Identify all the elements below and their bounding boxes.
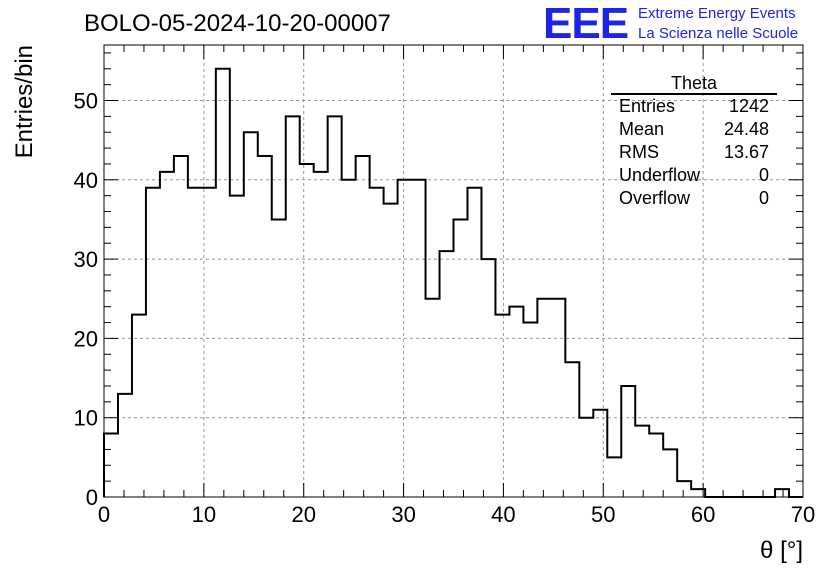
histogram-bin (454, 219, 468, 497)
histogram-bin (523, 323, 537, 497)
histogram-bin (244, 132, 258, 497)
histogram-bin (467, 188, 481, 497)
logo-line-1: Extreme Energy Events (638, 5, 796, 22)
histogram-bin (607, 457, 621, 497)
histogram-bin (537, 299, 551, 497)
stats-value: 0 (758, 188, 769, 208)
histogram-bin (216, 69, 230, 497)
histogram-bin (370, 188, 384, 497)
histogram-bin (258, 156, 272, 497)
stats-value: 0 (758, 165, 769, 185)
histogram-bin (286, 116, 300, 497)
y-tick-label: 30 (74, 247, 98, 272)
y-tick-label: 40 (74, 168, 98, 193)
histogram-bin (509, 307, 523, 497)
stats-label: Overflow (619, 188, 691, 208)
histogram-bin (593, 410, 607, 497)
histogram-bin (635, 426, 649, 497)
histogram-bin (146, 188, 160, 497)
stats-box: Theta Entries 1242 Mean 24.48 RMS 13.67 … (611, 74, 777, 210)
stats-label: Underflow (619, 165, 701, 185)
histogram-series-line (103, 67, 803, 498)
histogram-bin (342, 180, 356, 497)
histogram-bin (272, 219, 286, 497)
histogram-bin (649, 434, 663, 497)
stats-value: 24.48 (723, 119, 769, 139)
histogram-bin (426, 299, 440, 497)
chart-title: BOLO-05-2024-10-20-00007 (84, 10, 391, 37)
histogram-bin (440, 251, 454, 497)
histogram-bin (356, 156, 370, 497)
histogram-bin (384, 204, 398, 497)
histogram-bin (412, 180, 426, 497)
y-tick-label: 10 (74, 406, 98, 431)
histogram-bin (481, 259, 495, 497)
histogram-bin (565, 362, 579, 497)
x-tick-label: 0 (98, 502, 110, 527)
histogram-bin (677, 481, 691, 497)
histogram-bin (398, 180, 412, 497)
histogram-bin (104, 434, 118, 497)
x-tick-label: 10 (192, 502, 216, 527)
histogram-bin (202, 188, 216, 497)
x-axis-label: θ [°] (760, 537, 803, 564)
histogram-bin (132, 315, 146, 497)
y-axis-label: Entries/bin (11, 45, 38, 158)
stats-value: 1242 (728, 96, 769, 116)
histogram-bin (621, 386, 635, 497)
logo-line-2: La Scienza nelle Scuole (638, 25, 799, 42)
stats-label: Mean (619, 119, 665, 139)
stats-row: Overflow 0 (611, 187, 777, 210)
stats-box-title: Theta (611, 74, 777, 95)
histogram-bin (775, 489, 789, 497)
histogram-bin (314, 172, 328, 497)
histogram-bin (691, 489, 705, 497)
histogram-bin (118, 394, 132, 497)
x-tick-label: 70 (791, 502, 815, 527)
x-tick-label: 40 (491, 502, 515, 527)
histogram-bin (160, 172, 174, 497)
histogram-bin (495, 315, 509, 497)
histogram-bin (663, 449, 677, 497)
stats-row: Mean 24.48 (611, 118, 777, 141)
stats-row: Underflow 0 (611, 164, 777, 187)
plot-frame (103, 44, 804, 498)
histogram-bin (230, 196, 244, 497)
y-tick-label: 0 (86, 485, 98, 510)
histogram-bin (188, 188, 202, 497)
logo-caption: Extreme Energy Events La Scienza nelle S… (638, 4, 798, 44)
x-tick-label: 30 (391, 502, 415, 527)
y-tick-label: 50 (74, 89, 98, 114)
histogram-bin (300, 164, 314, 497)
stats-row: Entries 1242 (611, 95, 777, 118)
histogram-bin (579, 418, 593, 497)
x-tick-label: 50 (591, 502, 615, 527)
stats-label: RMS (619, 142, 659, 162)
eee-logo: EEE (543, 0, 629, 48)
histogram-bin (328, 116, 342, 497)
stats-label: Entries (619, 96, 676, 116)
histogram-bin (551, 299, 565, 497)
x-tick-label: 60 (691, 502, 715, 527)
x-tick-label: 20 (291, 502, 315, 527)
histogram-bin (174, 156, 188, 497)
stats-value: 13.67 (723, 142, 769, 162)
stats-row: RMS 13.67 (611, 141, 777, 164)
y-tick-label: 20 (74, 326, 98, 351)
